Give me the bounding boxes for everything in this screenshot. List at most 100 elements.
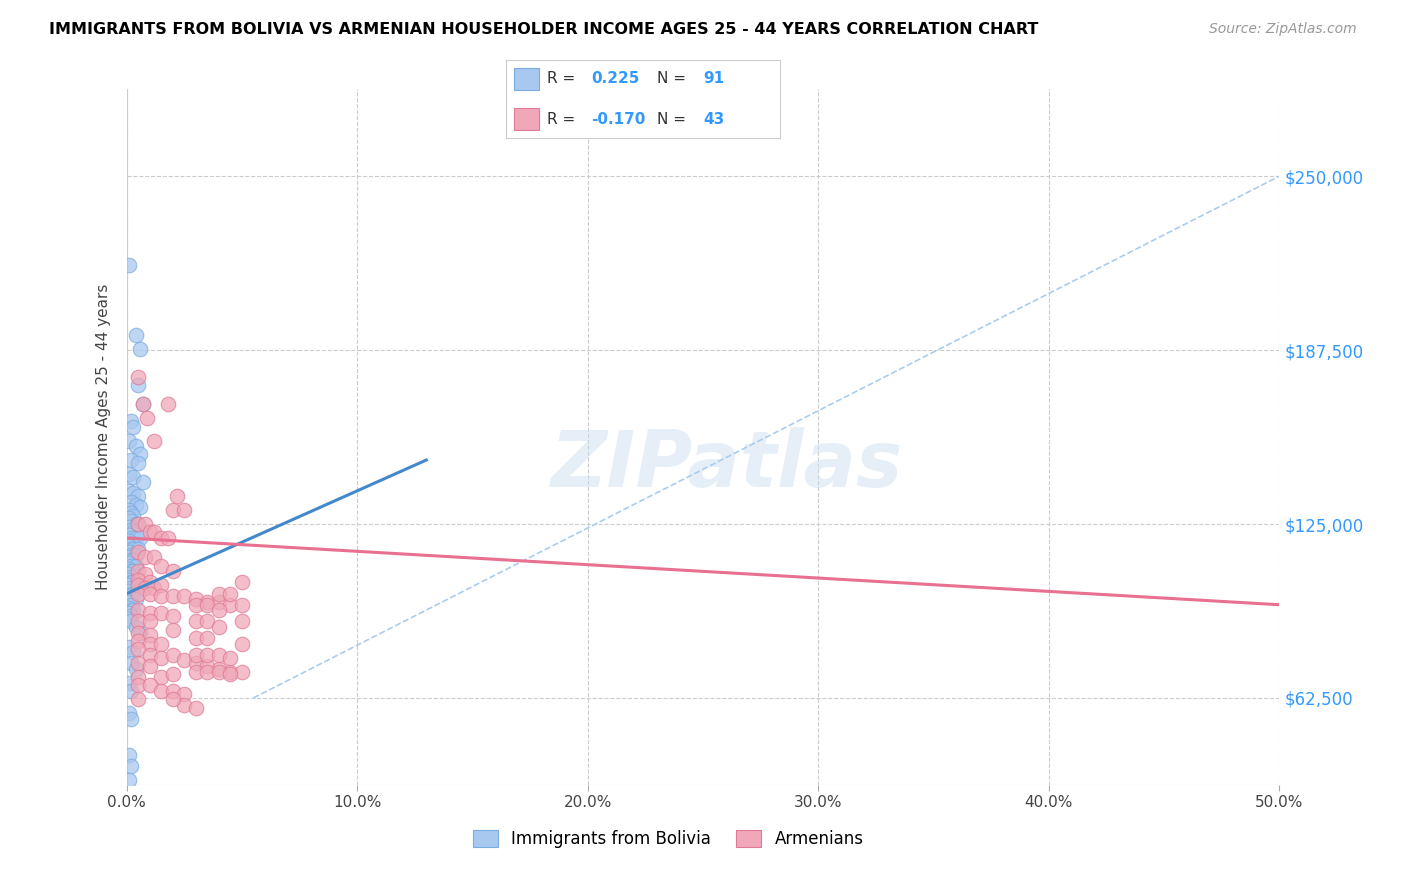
Point [127,642,149,657]
Point [127,692,149,706]
Point [120,615,142,629]
Point [120,603,142,617]
Point [125,592,148,607]
Point [173,687,195,701]
Point [150,670,173,684]
Point [125,558,148,573]
Text: N =: N = [657,71,690,87]
Point [125,548,148,562]
Point [127,378,149,392]
Point [195,615,218,629]
Point [127,634,149,648]
Point [127,456,149,470]
Point [138,659,160,673]
Point [122,603,145,617]
Point [231,615,253,629]
Point [131,475,153,490]
Point [120,553,142,567]
FancyBboxPatch shape [515,109,538,130]
Point [162,608,184,623]
Point [120,608,142,623]
Point [118,675,141,690]
Point [150,531,173,545]
Point [143,525,166,540]
Point [150,590,173,604]
Point [162,684,184,698]
Point [118,573,141,587]
Point [120,684,142,698]
Point [127,578,149,592]
Point [127,542,149,557]
Point [118,550,141,565]
Point [120,514,142,528]
Point [118,520,141,534]
Text: IMMIGRANTS FROM BOLIVIA VS ARMENIAN HOUSEHOLDER INCOME AGES 25 - 44 YEARS CORREL: IMMIGRANTS FROM BOLIVIA VS ARMENIAN HOUS… [49,22,1039,37]
Point [120,414,142,428]
Point [219,665,242,679]
Point [150,684,173,698]
Point [127,545,149,559]
Point [120,523,142,537]
Point [120,558,142,573]
Point [134,517,156,532]
Point [138,615,160,629]
Text: R =: R = [547,71,581,87]
Point [118,590,141,604]
Point [120,575,142,590]
Point [138,606,160,620]
Point [120,587,142,601]
Point [184,631,207,645]
Point [138,587,160,601]
Point [122,469,145,483]
Point [120,570,142,584]
Point [118,539,141,553]
Point [184,657,207,671]
Point [127,615,149,629]
Point [150,558,173,573]
Point [122,587,145,601]
Point [150,606,173,620]
Point [120,536,142,550]
Point [173,590,195,604]
Point [125,620,148,634]
Point [125,662,148,676]
Point [162,648,184,662]
Point [120,598,142,612]
Point [219,667,242,681]
Point [184,592,207,607]
Point [120,759,142,773]
Point [129,448,152,462]
Point [120,565,142,579]
Point [162,692,184,706]
Point [122,536,145,550]
Point [127,603,149,617]
Point [127,587,149,601]
Point [195,598,218,612]
Point [173,503,195,517]
Point [138,628,160,642]
Point [118,511,141,525]
Point [150,578,173,592]
Point [120,506,142,520]
Point [125,327,148,342]
Point [208,595,231,609]
Point [127,678,149,692]
Point [118,583,141,598]
Point [122,575,145,590]
Point [162,623,184,637]
Point [134,550,156,565]
Point [125,517,148,532]
Point [134,567,156,582]
Point [184,615,207,629]
Point [138,575,160,590]
Point [118,567,141,582]
Text: 91: 91 [703,71,724,87]
Point [195,648,218,662]
Point [173,653,195,667]
Point [118,578,141,592]
Point [184,598,207,612]
Point [120,712,142,726]
Point [184,665,207,679]
Point [120,548,142,562]
Point [143,434,166,448]
